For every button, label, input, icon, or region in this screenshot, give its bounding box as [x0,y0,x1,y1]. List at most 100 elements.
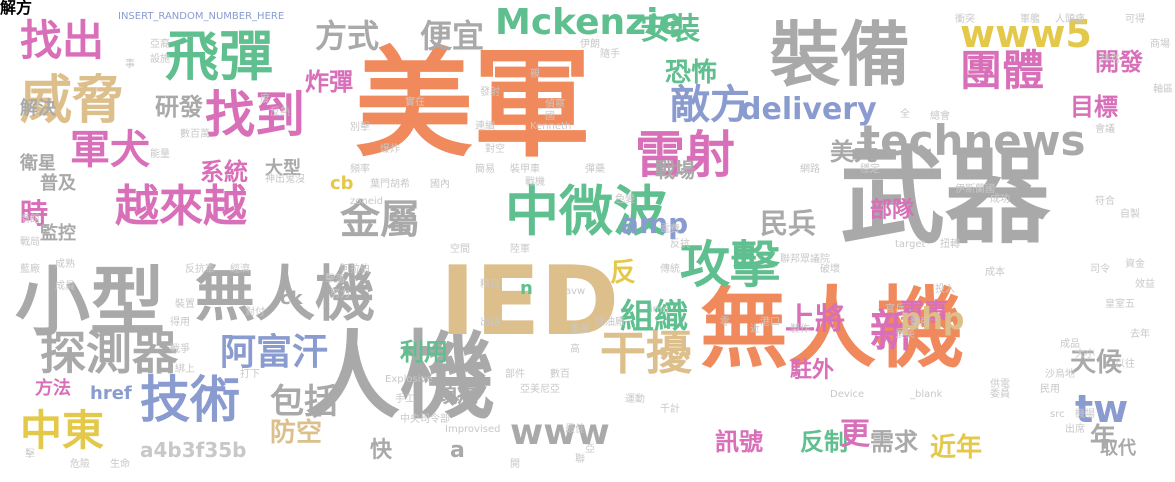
word: 實在 [405,97,425,108]
word: 上將 [785,302,845,337]
word: 擊落 [325,274,345,285]
word: 對付 [245,307,265,318]
word: 目標 [1070,93,1118,121]
word: 小型 [15,258,166,346]
word: 裝置 [175,299,195,310]
word: 訊號 [715,428,763,456]
word: href [90,383,132,404]
word: Improvised [445,424,501,435]
word: technews [860,116,1086,165]
word: 反熱 [270,107,290,118]
word: 方法 [35,378,71,399]
word: 彈藥 [585,164,605,175]
word: 大小 [1075,349,1095,360]
word: 無人機 [700,277,965,380]
word: 聯邦眾議院 [780,254,830,265]
word: 美元 [830,138,878,166]
word: 裝甲車 [510,164,540,175]
word: 別擊 [350,122,370,133]
word: 聯 [575,454,585,465]
word: 效益 [1135,279,1155,290]
word: 自製 [1120,209,1140,220]
word: 阿富汗 [220,332,329,373]
word: 軸區 [1153,84,1173,95]
word: 衛星 [20,153,56,174]
word: src [1050,409,1065,420]
word: www5 [960,12,1092,56]
word: 天候 [1070,348,1123,378]
word: 反制 [800,428,848,456]
word: 官兵 [885,304,905,315]
word: 重量 [570,324,590,335]
word: a4b3f35b [140,438,247,462]
word: 民用 [1040,384,1060,395]
word: 事 [125,59,135,70]
word: 找出 [20,16,105,65]
word: 人頭痛 [1055,14,1085,25]
word: 可得 [1125,14,1145,25]
word: 系統 [200,158,248,186]
word: 動用 [910,317,930,328]
word: 解決 [20,98,56,119]
word: 監控 [40,223,76,244]
word: 最佳 [565,424,585,435]
word: 成功 [990,194,1010,205]
word: 精良 [480,279,500,290]
word: 時 [20,197,49,230]
word: 全 [900,109,910,120]
word: 網路 [800,164,820,175]
word: 綁上 [175,364,195,375]
word: 亞 [585,444,595,455]
word: 中央司令部 [400,414,450,425]
word: 投入 [935,284,955,295]
word: a [450,438,465,463]
word: 衝突 [955,14,975,25]
word: 恐怖 [665,58,718,88]
word: 解方 [0,0,33,17]
word: 戰場 [655,158,695,182]
word: 探測器 [40,326,178,380]
word: www [510,412,610,453]
word: 空間 [450,244,470,255]
word: 數百萬 [180,129,210,140]
word: 裝備 [770,14,910,96]
word: 景美 [895,329,915,340]
word: 防空 [270,418,323,448]
word: 大型 [265,158,301,179]
word: 無人機 [195,260,375,330]
word: Explosive [385,374,433,385]
word: 安裝 [640,12,700,47]
word: tw [1075,387,1129,431]
word: n [520,278,533,299]
word: amp [620,207,689,240]
word: 神出鬼沒 [265,174,305,185]
word: 快 [370,438,393,463]
word: 人機 [305,322,496,432]
word: 取代 [1100,438,1136,459]
word: 攻擊 [680,236,780,294]
word: 出路 [480,317,500,328]
word: 戰局 [20,237,40,248]
word: 飛彈 [165,25,273,88]
word: 委員 [990,389,1010,400]
word: 能量 [150,149,170,160]
word: 得用 [170,317,190,328]
word: 團體 [960,46,1045,95]
word: 偵察 [545,99,565,110]
word: 數百 [550,369,570,380]
word: 隨手 [600,49,620,60]
word: 近 [750,324,760,335]
word: 連續 [475,121,495,132]
word: 總會 [930,111,950,122]
word: 港口 [760,317,780,328]
word: 反抗軍 [185,264,215,275]
word: cb [330,173,354,194]
word: IED [440,247,620,357]
word: 成品 [1060,339,1080,350]
word: 研發 [155,93,203,121]
word: zoneid [350,196,383,207]
word: 扭轉 [940,239,960,250]
word: 軍犬 [70,127,150,173]
word: 對空 [485,144,505,155]
